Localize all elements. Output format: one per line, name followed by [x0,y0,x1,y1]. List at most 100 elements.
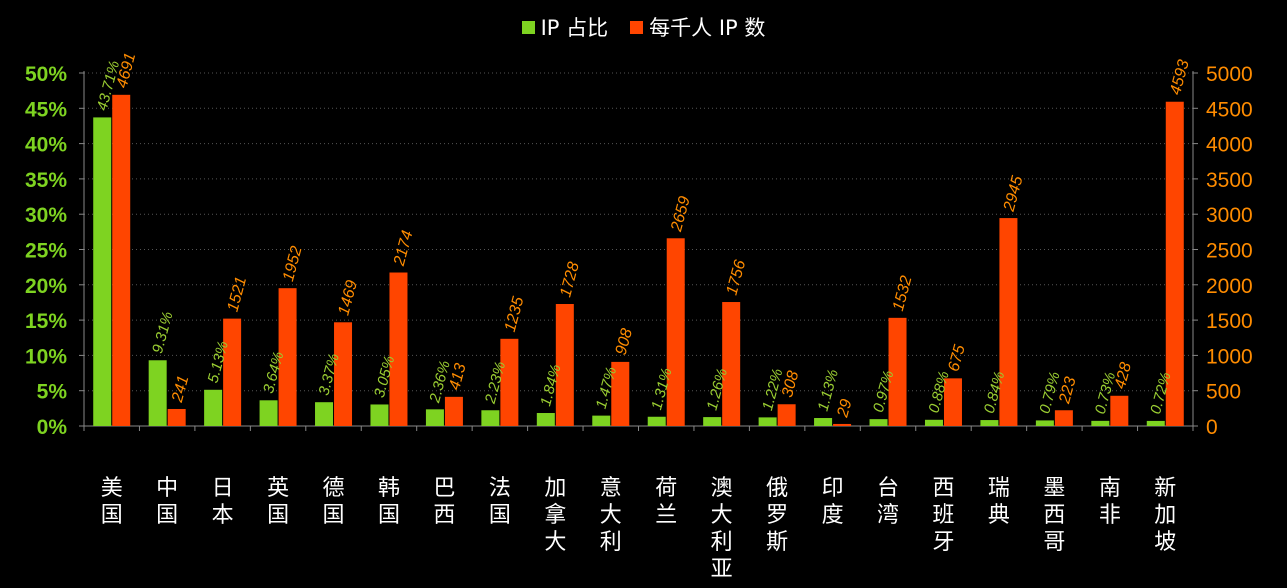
left-axis-tick-label: 20% [25,275,67,298]
data-label-ip-per-thousand: 1469 [335,278,361,317]
chart-legend: IP 占比 每千人 IP 数 [0,12,1287,42]
right-axis-tick-label: 2000 [1206,275,1253,298]
bar-ip-per-thousand [167,408,186,426]
bar-ip-share [647,416,666,426]
bar-ip-share [148,360,167,426]
right-axis-tick-label: 2500 [1206,240,1253,263]
x-axis-category-label: 意大利 [600,476,622,555]
x-axis-category-label: 俄罗斯 [766,476,788,555]
bar-ip-per-thousand [112,94,131,426]
data-label-ip-per-thousand: 2174 [391,229,417,269]
bar-ip-share [204,389,223,426]
right-axis-tick-label: 4500 [1206,98,1253,121]
right-axis-tick-label: 500 [1206,381,1241,404]
legend-item-ip-share: IP 占比 [521,12,609,42]
left-axis-tick-label: 10% [25,345,67,368]
bar-ip-share [924,419,943,426]
bar-ip-per-thousand [1054,410,1073,426]
data-label-ip-per-thousand: 675 [945,343,968,373]
bar-ip-share [315,402,334,426]
bar-ip-per-thousand [666,238,685,426]
bar-ip-per-thousand [1110,395,1129,426]
left-axis-tick-label: 0% [37,416,68,439]
bar-ip-per-thousand [555,304,574,426]
legend-label-ip-share: IP 占比 [540,16,609,40]
left-axis-tick-label: 50% [25,63,67,86]
x-axis-category-label: 韩国 [378,476,400,528]
data-label-ip-per-thousand: 223 [1056,375,1080,406]
left-axis-tick-label: 35% [25,169,67,192]
bar-ip-per-thousand [943,378,962,426]
x-axis-category-label: 英国 [267,476,289,528]
bar-ip-share [814,418,833,426]
x-axis-category-label: 西班牙 [932,476,954,555]
right-axis-tick-label: 3000 [1206,204,1253,227]
bar-ip-share [758,417,777,426]
data-label-ip-per-thousand: 413 [446,362,469,392]
data-label-ip-per-thousand: 4593 [1167,58,1193,97]
legend-item-ip-per-thousand: 每千人 IP 数 [630,12,765,42]
x-axis-category-label: 加拿大 [544,476,566,555]
bar-ip-share [536,413,555,426]
bar-ip-per-thousand [500,338,519,426]
data-label-ip-per-thousand: 1521 [225,275,251,314]
bar-ip-per-thousand [777,404,796,426]
bar-ip-per-thousand [833,423,852,426]
left-axis-tick-label: 25% [25,240,67,263]
bar-ip-share [592,415,611,426]
data-label-ip-per-thousand: 908 [613,327,636,357]
right-axis-tick-label: 5000 [1206,63,1253,86]
data-label-ip-per-thousand: 1235 [502,295,528,334]
legend-label-ip-per-thousand: 每千人 IP 数 [649,16,766,40]
data-label-ip-per-thousand: 1756 [724,258,750,297]
x-axis-category-label: 印度 [822,476,844,528]
bar-ip-share [1035,420,1054,426]
data-label-ip-per-thousand: 1952 [280,244,306,283]
x-axis-category-label: 瑞典 [988,476,1010,528]
x-axis-category-label: 法国 [489,476,511,528]
x-axis-category-label: 日本 [212,476,234,528]
left-axis-tick-label: 15% [25,310,67,333]
bar-ip-share [703,417,722,426]
x-axis-category-label: 南非 [1099,476,1121,528]
bar-ip-per-thousand [223,318,242,426]
right-axis-tick-label: 1000 [1206,345,1253,368]
left-axis-tick-label: 45% [25,98,67,121]
data-label-ip-per-thousand: 4691 [114,51,140,90]
data-label-ip-per-thousand: 2659 [668,194,694,234]
x-axis-category-label: 新加坡 [1154,476,1176,555]
bar-ip-share [93,117,112,426]
x-axis-category-label: 中国 [156,476,178,528]
bar-ip-per-thousand [1165,101,1184,427]
x-axis-category-label: 台湾 [877,476,899,528]
x-axis-category-label: 澳大利亚 [711,476,733,582]
x-axis-category-label: 荷兰 [655,476,677,528]
bar-ip-share [425,409,444,426]
right-axis-tick-label: 0 [1206,416,1218,439]
legend-swatch-ip-per-thousand [630,20,644,34]
data-label-ip-per-thousand: 2945 [1001,174,1027,214]
data-label-ip-per-thousand: 428 [1112,361,1135,391]
data-label-ip-per-thousand: 1728 [557,260,583,299]
right-axis-tick-label: 3500 [1206,169,1253,192]
x-axis-category-label: 美国 [101,476,123,528]
bar-ip-share [481,410,500,426]
bar-ip-per-thousand [999,218,1018,426]
data-label-ip-per-thousand: 1532 [890,274,916,313]
bar-ip-per-thousand [722,302,741,426]
bar-ip-share [980,420,999,426]
data-label-ip-share: 9.31% [149,310,176,355]
bar-ip-share [1091,420,1110,426]
bar-ip-per-thousand [888,317,907,426]
bar-ip-share [869,419,888,426]
bar-ip-share [259,400,278,426]
left-axis-tick-label: 30% [25,204,67,227]
data-label-ip-per-thousand: 29 [834,397,855,420]
bar-ip-per-thousand [611,361,630,426]
bar-ip-per-thousand [389,272,408,426]
x-axis-category-label: 墨西哥 [1043,476,1065,555]
bar-ip-share [1146,420,1165,426]
left-axis-tick-label: 40% [25,134,67,157]
left-axis-tick-label: 5% [37,381,68,404]
